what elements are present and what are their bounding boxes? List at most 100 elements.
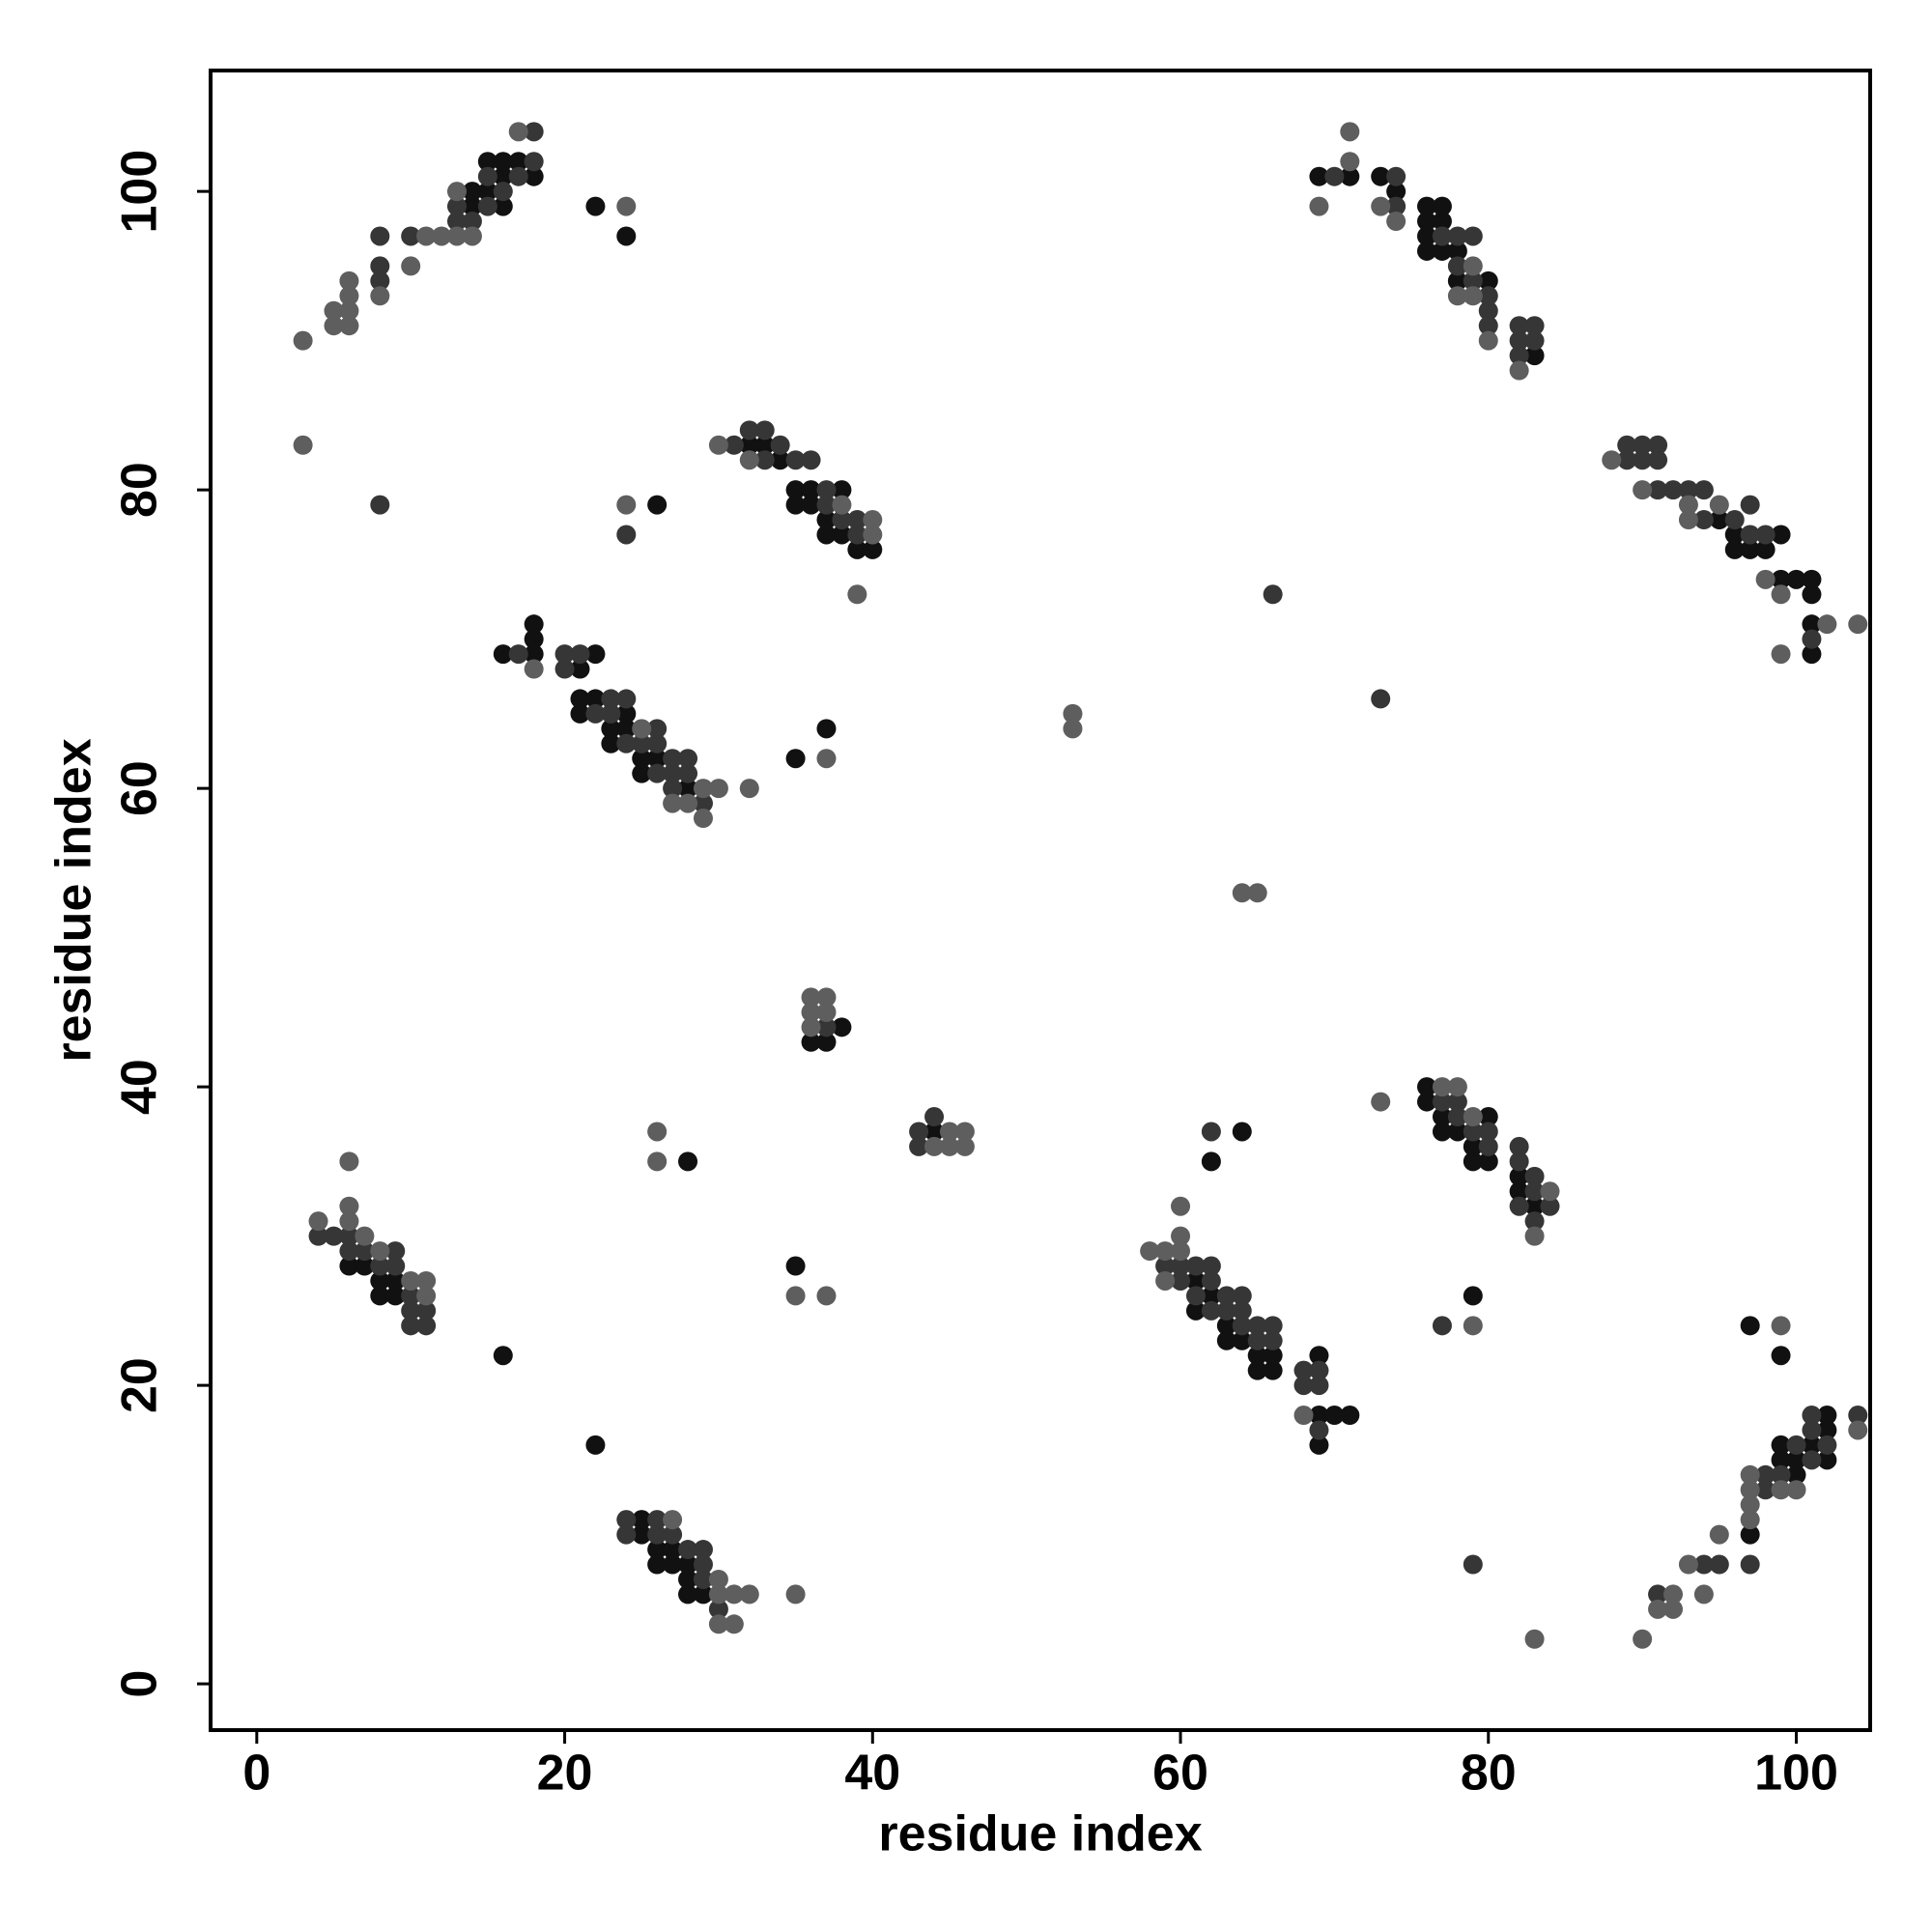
point: [1293, 1406, 1314, 1426]
point: [1648, 480, 1668, 500]
point: [401, 256, 421, 276]
point: [1216, 1300, 1236, 1321]
point: [1678, 510, 1698, 530]
point: [524, 166, 544, 186]
point: [693, 1554, 713, 1575]
point: [446, 226, 467, 246]
point: [1171, 1256, 1191, 1276]
point: [924, 1136, 945, 1156]
point: [1771, 569, 1791, 589]
point: [663, 1524, 683, 1545]
point: [678, 1540, 698, 1560]
point: [801, 450, 821, 470]
point: [1063, 703, 1083, 724]
point: [570, 703, 590, 724]
point: [1063, 719, 1083, 739]
point: [816, 525, 837, 545]
point: [1417, 1077, 1437, 1097]
point: [663, 1540, 683, 1560]
point: [1463, 226, 1483, 246]
point: [1309, 1406, 1329, 1426]
point: [1524, 346, 1545, 366]
point: [401, 1270, 421, 1291]
point: [585, 689, 606, 709]
point: [462, 182, 482, 202]
point: [724, 435, 744, 455]
point: [1509, 1136, 1529, 1156]
point: [493, 166, 513, 186]
point: [616, 495, 637, 515]
point: [663, 793, 683, 813]
point: [1247, 1346, 1267, 1366]
point: [446, 212, 467, 232]
point: [1232, 1122, 1252, 1142]
point: [693, 1540, 713, 1560]
point: [863, 510, 883, 530]
point: [1478, 330, 1498, 351]
point: [570, 689, 590, 709]
point: [1524, 1226, 1545, 1246]
point: [1802, 629, 1822, 649]
y-tick-label: 60: [112, 760, 168, 816]
point: [816, 719, 837, 739]
point: [1309, 196, 1329, 216]
point: [678, 793, 698, 813]
point: [1771, 584, 1791, 605]
point: [1185, 1256, 1206, 1276]
point: [1201, 1151, 1221, 1172]
point: [1509, 316, 1529, 336]
point: [1185, 1270, 1206, 1291]
point: [1848, 614, 1868, 635]
point: [1247, 1360, 1267, 1380]
point: [832, 510, 852, 530]
point: [1740, 1316, 1760, 1336]
point: [416, 1316, 437, 1336]
point: [1232, 883, 1252, 903]
point: [339, 1151, 359, 1172]
point: [693, 1569, 713, 1589]
point: [370, 1286, 390, 1306]
point: [1263, 584, 1283, 605]
y-axis-title: residue index: [46, 738, 102, 1062]
point: [1201, 1122, 1221, 1142]
point: [1740, 1554, 1760, 1575]
point: [632, 1524, 652, 1545]
point: [1678, 480, 1698, 500]
x-tick-label: 80: [1461, 1746, 1517, 1802]
x-axis-title: residue index: [878, 1806, 1202, 1862]
point: [1663, 1584, 1684, 1605]
point: [1447, 241, 1467, 261]
point: [1371, 689, 1391, 709]
point: [939, 1136, 959, 1156]
point: [1509, 1151, 1529, 1172]
point: [1155, 1241, 1176, 1262]
point: [678, 763, 698, 783]
point: [724, 1614, 744, 1634]
point: [1386, 196, 1406, 216]
point: [1478, 270, 1498, 291]
point: [477, 166, 497, 186]
point: [1478, 1136, 1498, 1156]
point: [1786, 1464, 1806, 1485]
point: [1185, 1286, 1206, 1306]
point: [1447, 1107, 1467, 1127]
point: [785, 1256, 806, 1276]
point: [1755, 1464, 1776, 1485]
point: [616, 733, 637, 753]
point: [1216, 1330, 1236, 1350]
point: [293, 435, 313, 455]
point: [693, 809, 713, 829]
point: [647, 763, 668, 783]
point: [1693, 1554, 1714, 1575]
point: [1633, 435, 1653, 455]
point: [570, 659, 590, 679]
point: [1848, 1420, 1868, 1440]
point: [493, 644, 513, 665]
x-tick-label: 0: [242, 1746, 270, 1802]
point: [1709, 1524, 1729, 1545]
point: [385, 1286, 406, 1306]
point: [754, 420, 775, 440]
point: [1247, 1330, 1267, 1350]
point: [816, 510, 837, 530]
point: [1201, 1270, 1221, 1291]
